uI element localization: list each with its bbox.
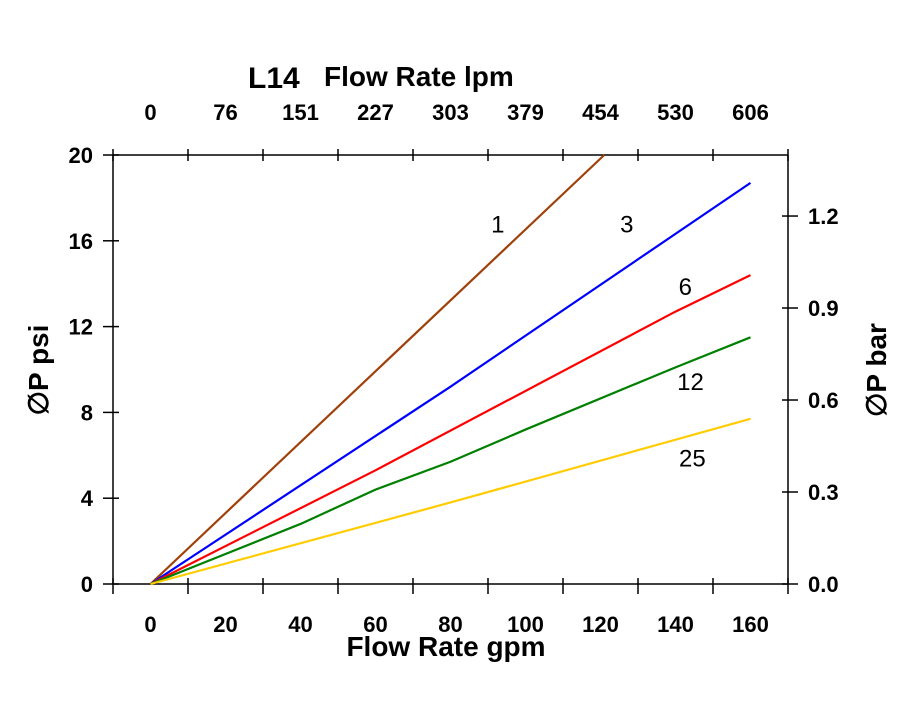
series-label-12: 12 — [677, 369, 704, 396]
series-line-3 — [149, 181, 752, 585]
y-tick-label: 12 — [69, 315, 93, 340]
top-x-tick-label: 530 — [657, 100, 694, 125]
top-x-tick-label: 606 — [732, 100, 769, 125]
y2-tick-label: 0.9 — [808, 296, 839, 321]
y2-tick-label: 0.6 — [808, 388, 839, 413]
top-x-tick-label: 0 — [144, 100, 156, 125]
series-label-3: 3 — [620, 212, 633, 239]
top-x-tick-label: 379 — [507, 100, 544, 125]
chart-title: L14 — [248, 62, 300, 95]
axes: 0020764015160227803031003791204541405301… — [69, 100, 839, 637]
series-line-1 — [149, 154, 606, 585]
series-line-12 — [150, 336, 751, 586]
top-x-axis-title: Flow Rate lpm — [324, 61, 514, 92]
y2-tick-label: 0.0 — [808, 572, 839, 597]
series-label-6: 6 — [679, 274, 692, 301]
y-tick-label: 20 — [69, 143, 93, 168]
x-tick-label: 60 — [363, 612, 387, 637]
y2-tick-label: 1.2 — [808, 204, 839, 229]
y-axis-title: ∅P psi — [23, 325, 54, 416]
x-axis-title: Flow Rate gpm — [346, 631, 545, 662]
top-x-tick-label: 76 — [213, 100, 237, 125]
x-tick-label: 40 — [288, 612, 312, 637]
y-tick-label: 0 — [81, 572, 93, 597]
x-tick-label: 0 — [144, 612, 156, 637]
top-x-tick-label: 151 — [282, 100, 319, 125]
y-tick-label: 8 — [81, 400, 93, 425]
series-label-25: 25 — [679, 445, 706, 472]
series-line-6 — [150, 274, 751, 585]
x-tick-label: 80 — [438, 612, 462, 637]
y2-axis-title: ∅P bar — [861, 323, 892, 417]
x-tick-label: 100 — [507, 612, 544, 637]
x-tick-label: 120 — [582, 612, 619, 637]
series-group: 1 3 6 12 25 — [149, 154, 752, 586]
series-label-1: 1 — [491, 212, 504, 239]
y-tick-label: 4 — [81, 486, 94, 511]
top-x-tick-label: 227 — [357, 100, 394, 125]
x-tick-label: 140 — [657, 612, 694, 637]
top-x-tick-label: 454 — [582, 100, 619, 125]
x-tick-label: 160 — [732, 612, 769, 637]
top-x-tick-label: 303 — [432, 100, 469, 125]
y2-tick-label: 0.3 — [808, 480, 839, 505]
series-line-25 — [150, 417, 751, 586]
y-tick-label: 16 — [69, 229, 93, 254]
x-tick-label: 20 — [213, 612, 237, 637]
